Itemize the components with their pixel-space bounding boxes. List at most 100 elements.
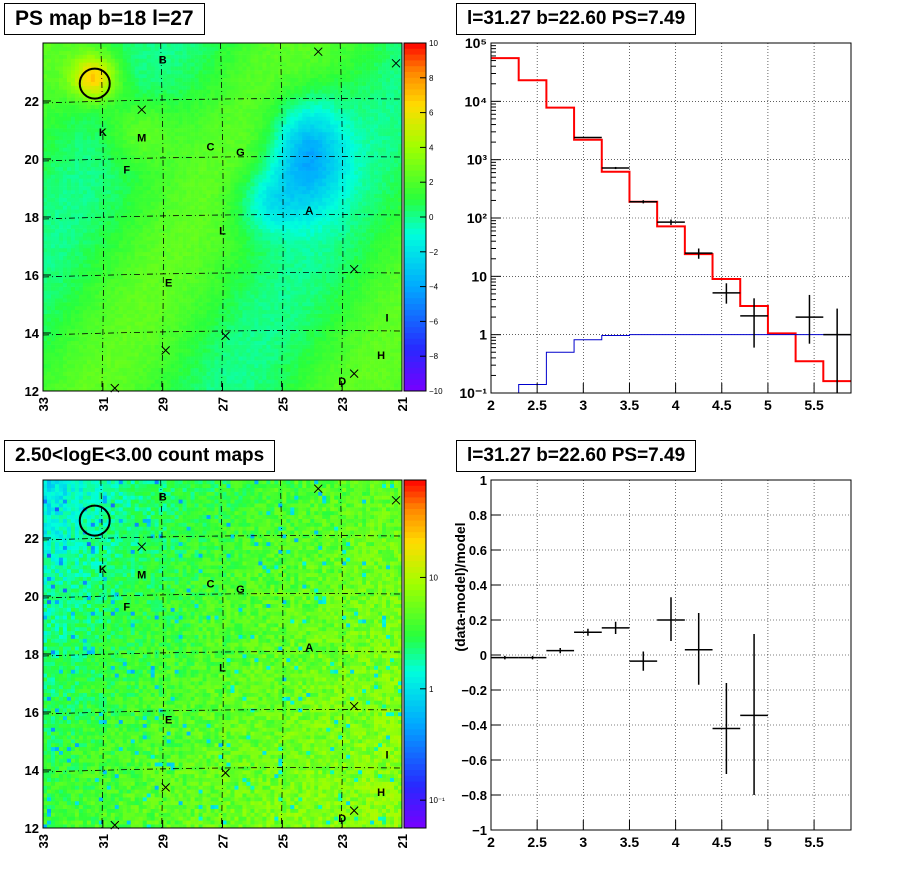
heatmap-cell: [82, 309, 88, 314]
heatmap-cell: [46, 186, 52, 191]
heatmap-cell: [158, 209, 163, 214]
heatmap-cell: [110, 186, 116, 191]
heatmap-cell: [158, 205, 163, 210]
heatmap-cell: [118, 367, 124, 372]
heatmap-cell: [106, 178, 112, 183]
heatmap-cell: [154, 170, 159, 175]
heatmap-cell: [134, 213, 140, 218]
heatmap-cell: [66, 313, 72, 318]
heatmap-cell: [162, 174, 167, 179]
heatmap-cell: [130, 217, 136, 222]
heatmap-cell: [150, 356, 155, 361]
heatmap-cell: [190, 267, 195, 272]
heatmap-cell: [218, 286, 223, 291]
heatmap-cell: [62, 251, 68, 256]
heatmap-cell: [118, 255, 124, 260]
heatmap-cell: [110, 360, 116, 365]
heatmap-cell: [118, 162, 124, 168]
heatmap-cell: [182, 197, 187, 202]
heatmap-cell: [118, 73, 124, 79]
heatmap-cell: [106, 50, 112, 55]
heatmap-cell: [66, 143, 72, 148]
heatmap-cell: [70, 348, 76, 353]
heatmap-cell: [194, 54, 199, 59]
heatmap-cell: [146, 267, 151, 272]
heatmap-cell: [150, 58, 155, 63]
heatmap-cell: [162, 170, 167, 175]
heatmap-cell: [126, 271, 132, 276]
heatmap-cell: [74, 340, 80, 345]
heatmap-cell: [58, 356, 64, 361]
heatmap-cell: [178, 251, 183, 256]
heatmap-cell: [130, 383, 136, 388]
heatmap-cell: [202, 340, 207, 345]
heatmap-cell: [222, 174, 227, 179]
heatmap-cell: [66, 367, 72, 372]
heatmap-cell: [114, 387, 120, 392]
heatmap-cell: [234, 112, 239, 117]
heatmap-cell: [142, 228, 148, 233]
heatmap-cell: [158, 170, 163, 175]
heatmap-cell: [98, 193, 104, 198]
heatmap-cell: [74, 193, 80, 198]
heatmap-cell: [46, 367, 52, 372]
heatmap-cell: [114, 371, 120, 376]
heatmap-cell: [254, 151, 259, 156]
heatmap-cell: [142, 302, 148, 307]
heatmap-cell: [170, 259, 175, 264]
heatmap-cell: [182, 240, 187, 245]
heatmap-cell: [150, 244, 155, 249]
heatmap-cell: [98, 104, 104, 110]
heatmap-cell: [126, 305, 132, 311]
heatmap-cell: [214, 325, 219, 330]
heatmap-cell: [150, 54, 155, 59]
heatmap-cell: [126, 58, 132, 63]
heatmap-cell: [198, 263, 203, 268]
heatmap-cell: [246, 336, 251, 342]
heatmap-cell: [138, 232, 144, 237]
heatmap-cell: [46, 62, 52, 67]
heatmap-cell: [250, 278, 255, 284]
heatmap-cell: [174, 128, 179, 133]
heatmap-cell: [98, 298, 104, 303]
heatmap-cell: [198, 189, 203, 195]
heatmap-cell: [118, 128, 124, 133]
heatmap-cell: [242, 70, 247, 75]
heatmap-cell: [154, 93, 159, 98]
heatmap-cell: [190, 367, 195, 372]
heatmap-cell: [238, 104, 243, 110]
heatmap-cell: [170, 143, 175, 148]
heatmap-cell: [258, 232, 263, 237]
heatmap-cell: [190, 263, 195, 268]
heatmap-cell: [94, 162, 100, 168]
heatmap-cell: [142, 294, 148, 299]
heatmap-cell: [254, 116, 259, 121]
heatmap-cell: [82, 236, 88, 241]
heatmap-cell: [238, 93, 243, 98]
heatmap-cell: [78, 267, 84, 272]
heatmap-cell: [150, 166, 155, 171]
heatmap-cell: [222, 290, 227, 295]
heatmap-cell: [202, 43, 207, 48]
heatmap-cell: [174, 340, 179, 345]
heatmap-cell: [43, 336, 48, 342]
heatmap-cell: [186, 108, 191, 113]
heatmap-cell: [210, 340, 215, 345]
heatmap-cell: [102, 228, 108, 233]
heatmap-cell: [242, 193, 247, 198]
heatmap-cell: [54, 70, 60, 75]
heatmap-cell: [262, 232, 267, 237]
heatmap-cell: [54, 62, 60, 67]
heatmap-cell: [82, 360, 88, 365]
heatmap-cell: [66, 259, 72, 264]
heatmap-cell: [190, 333, 195, 338]
heatmap-cell: [234, 224, 239, 229]
heatmap-cell: [182, 247, 187, 253]
heatmap-cell: [158, 313, 163, 318]
heatmap-cell: [70, 205, 76, 210]
heatmap-cell: [70, 131, 76, 137]
heatmap-cell: [174, 124, 179, 129]
heatmap-cell: [98, 217, 104, 222]
heatmap-cell: [250, 232, 255, 237]
heatmap-cell: [102, 174, 108, 179]
